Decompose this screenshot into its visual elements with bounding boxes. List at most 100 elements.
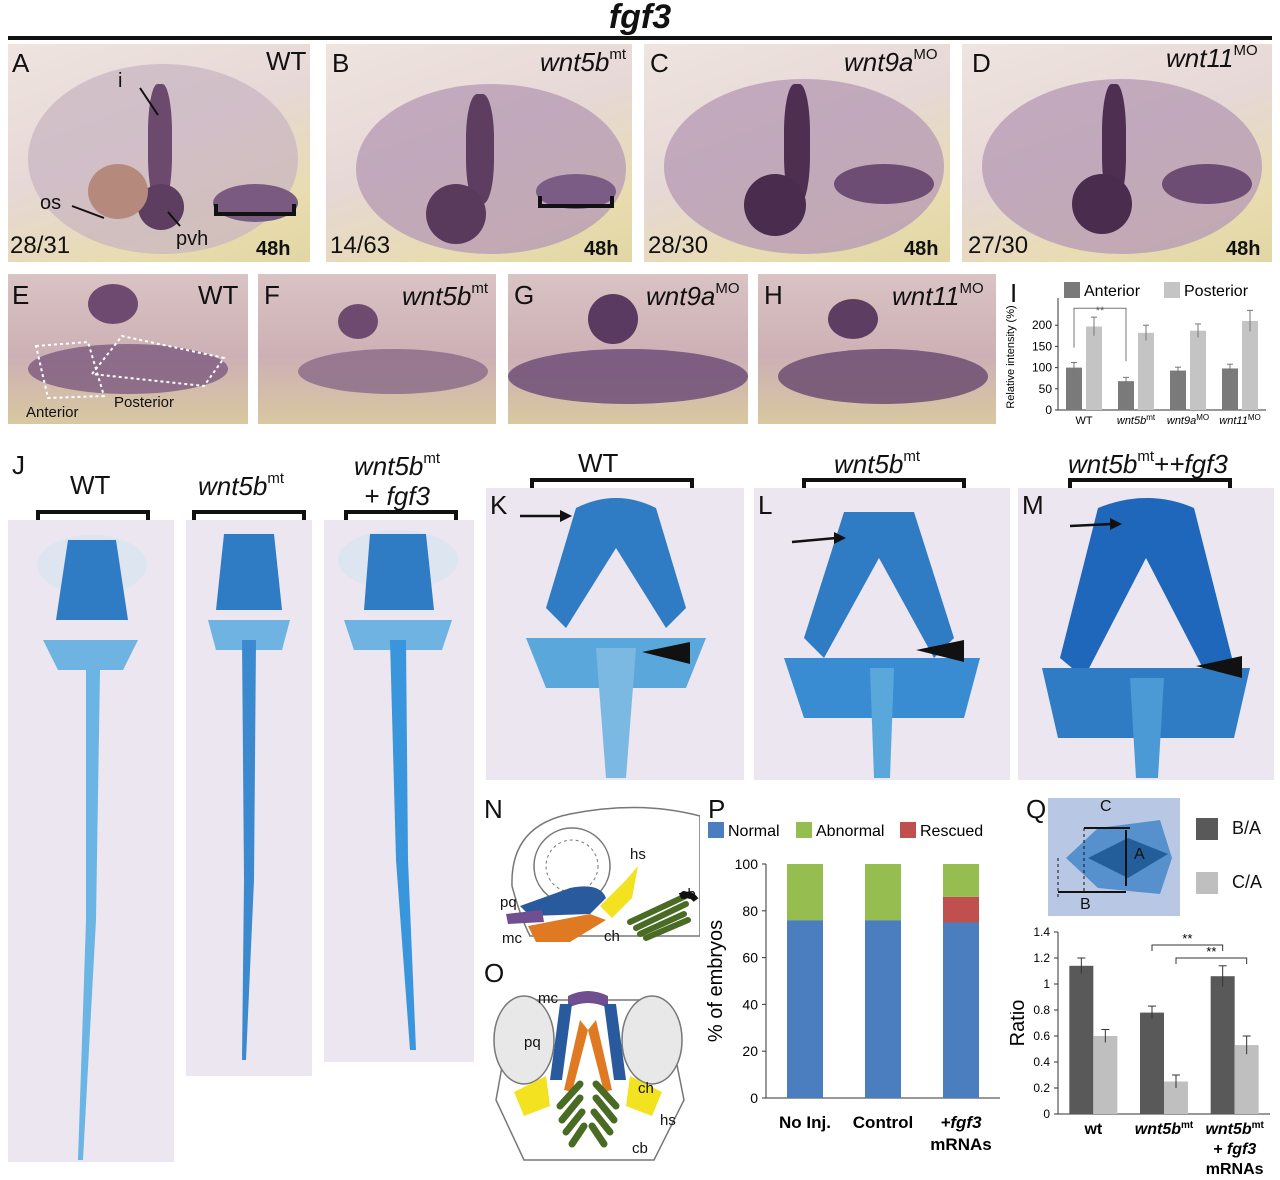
panel-b-genotype: wnt5bmt bbox=[540, 46, 627, 77]
panel-q-ytick-label: 1 bbox=[1043, 977, 1050, 991]
panel-q-inset-a: A bbox=[1134, 846, 1145, 863]
panel-q-bar bbox=[1234, 1045, 1259, 1114]
panel-e-letter: E bbox=[12, 280, 30, 310]
panel-q-sig-bracket-1 bbox=[1151, 944, 1224, 951]
panel-q-ytick-label: 1.4 bbox=[1033, 925, 1050, 939]
panel-p-bar-segment bbox=[943, 864, 979, 897]
panel-p-legend-label-1: Abnormal bbox=[816, 823, 884, 840]
panel-g-genotype: wnt9aMO bbox=[646, 280, 740, 311]
panel-q-bar bbox=[1140, 1012, 1164, 1114]
panel-b-letter: B bbox=[332, 48, 350, 78]
panel-p-ytick-label: 80 bbox=[742, 903, 758, 919]
panel-f-genotype: wnt5bmt bbox=[402, 280, 489, 311]
panel-q-ytick-label: 0 bbox=[1043, 1107, 1050, 1121]
panel-i-bar bbox=[1190, 330, 1206, 410]
panel-a-label-pvh: pvh bbox=[176, 228, 209, 250]
panel-q-ytick-label: 0.8 bbox=[1033, 1003, 1050, 1017]
panel-q-ytick-label: 0.6 bbox=[1033, 1029, 1050, 1043]
panel-i-ytick-label: 0 bbox=[1045, 403, 1052, 417]
panel-p-ytick-label: 20 bbox=[742, 1043, 758, 1059]
panel-p-chart: Normal Abnormal Rescued 0 20 40 60 80 100 % of em… bbox=[705, 822, 1000, 1154]
panel-p-bar-segment bbox=[787, 864, 823, 921]
panel-d-image bbox=[962, 44, 1272, 262]
panel-i-legend-posterior-swatch bbox=[1164, 282, 1180, 298]
panel-n-diagram bbox=[506, 806, 700, 942]
panel-h-genotype: wnt11MO bbox=[892, 280, 984, 311]
panel-q-xtick-label-4: mRNAs bbox=[1206, 1161, 1264, 1178]
panel-i-xtick-label: wnt11MO bbox=[1219, 413, 1260, 427]
panel-i-ytick-label: 200 bbox=[1032, 318, 1052, 332]
panel-p-letter: P bbox=[708, 794, 726, 824]
panel-n-letter: N bbox=[484, 794, 503, 824]
panel-p-ytick-label: 60 bbox=[742, 950, 758, 966]
panel-n-label-cb: cb bbox=[680, 886, 696, 903]
panel-i-bar bbox=[1086, 326, 1102, 410]
panel-o-label-cb: cb bbox=[632, 1140, 648, 1157]
panel-e-genotype: WT bbox=[198, 280, 239, 310]
panel-l-letter: L bbox=[758, 490, 773, 520]
panel-i-legend-anterior: Anterior bbox=[1084, 283, 1141, 300]
panel-k-image bbox=[486, 488, 744, 780]
panel-f-image bbox=[258, 274, 496, 424]
panel-p-xtick-label-3: mRNAs bbox=[930, 1135, 991, 1154]
panel-o-label-pq: pq bbox=[524, 1034, 541, 1051]
panel-j-col3-image bbox=[324, 520, 474, 1062]
panel-i-bar bbox=[1222, 368, 1238, 410]
panel-q-chart: 0 0.2 0.4 0.6 0.8 1 1.2 1.4 Ratio ** ** wt wnt5bmt wn… bbox=[1010, 925, 1270, 1178]
panel-m-genotype: wnt5bmt++fgf3 bbox=[1068, 448, 1228, 479]
panel-j-col1-image bbox=[8, 520, 174, 1162]
panel-b-bracket bbox=[538, 196, 614, 208]
panel-j-col3-label: wnt5bmt + fgf3 bbox=[354, 450, 441, 511]
panel-i-xtick-label: wnt5bmt bbox=[1117, 413, 1156, 427]
panel-p-bar-segment bbox=[943, 896, 979, 923]
panel-j-col2-label: wnt5bmt bbox=[198, 470, 285, 501]
panel-n-label-mc: mc bbox=[502, 930, 522, 947]
panel-i-ytick-label: 100 bbox=[1032, 361, 1052, 375]
panel-c-image bbox=[644, 44, 950, 262]
panel-i-legend-anterior-swatch bbox=[1064, 282, 1080, 298]
panel-e-anterior: Anterior bbox=[26, 404, 79, 421]
panel-p-bar-segment bbox=[943, 922, 979, 1098]
panel-k-letter: K bbox=[490, 490, 508, 520]
panel-p-ytick-label: 0 bbox=[750, 1090, 758, 1106]
panel-m-image bbox=[1018, 488, 1274, 780]
panel-b-count: 14/63 bbox=[330, 232, 391, 259]
panel-q-ytick-label: 0.2 bbox=[1033, 1081, 1050, 1095]
panel-d-count: 27/30 bbox=[968, 232, 1029, 259]
panel-q-inset-b: B bbox=[1080, 896, 1091, 913]
panel-l-genotype: wnt5bmt bbox=[834, 448, 921, 479]
panel-o-letter: O bbox=[484, 958, 505, 988]
panel-b-image bbox=[326, 44, 632, 262]
panel-p-bar-segment bbox=[787, 920, 823, 1098]
panel-p-xtick-label-0: No Inj. bbox=[779, 1113, 831, 1132]
panel-g-image bbox=[508, 274, 748, 424]
panel-d-letter: D bbox=[972, 48, 991, 78]
panel-o-label-hs: hs bbox=[660, 1112, 676, 1129]
panel-p-legend-swatch-1 bbox=[796, 822, 812, 838]
panel-q-bar bbox=[1093, 1036, 1118, 1114]
panel-a-bracket bbox=[214, 204, 296, 216]
panel-q-inset-c: C bbox=[1100, 798, 1112, 815]
panel-c-stage: 48h bbox=[904, 238, 939, 260]
panel-q-inset-image bbox=[1048, 798, 1180, 916]
panel-q-sig-label-2: ** bbox=[1206, 944, 1216, 959]
panel-q-letter: Q bbox=[1026, 794, 1047, 824]
panel-p-legend-label-2: Rescued bbox=[920, 823, 983, 840]
panel-j-letter: J bbox=[12, 450, 25, 480]
panel-i-bar bbox=[1242, 320, 1258, 410]
panel-h-image bbox=[758, 274, 996, 424]
panel-j-col2-image bbox=[186, 520, 312, 1076]
panel-p-bar-segment bbox=[865, 920, 901, 1098]
panel-p-ytick-label: 40 bbox=[742, 996, 758, 1012]
panel-e-posterior: Posterior bbox=[114, 394, 175, 411]
panel-i-chart: 0 50 100 150 200 Relative intensity (%) Anteri… bbox=[1005, 282, 1266, 427]
panel-q-legend-ba: B/A bbox=[1232, 818, 1262, 838]
panel-q-xtick-label-0: wt bbox=[1083, 1121, 1102, 1138]
panel-i-bar bbox=[1138, 332, 1154, 410]
panel-q-xtick-label-2: wnt5bmt bbox=[1205, 1120, 1264, 1138]
panel-a-label-os: os bbox=[40, 192, 62, 214]
panel-a-image bbox=[8, 44, 310, 262]
panel-q-ytick-label: 0.4 bbox=[1033, 1055, 1050, 1069]
panel-i-bar bbox=[1118, 381, 1134, 410]
panel-p-xtick-label-1: Control bbox=[853, 1113, 913, 1132]
